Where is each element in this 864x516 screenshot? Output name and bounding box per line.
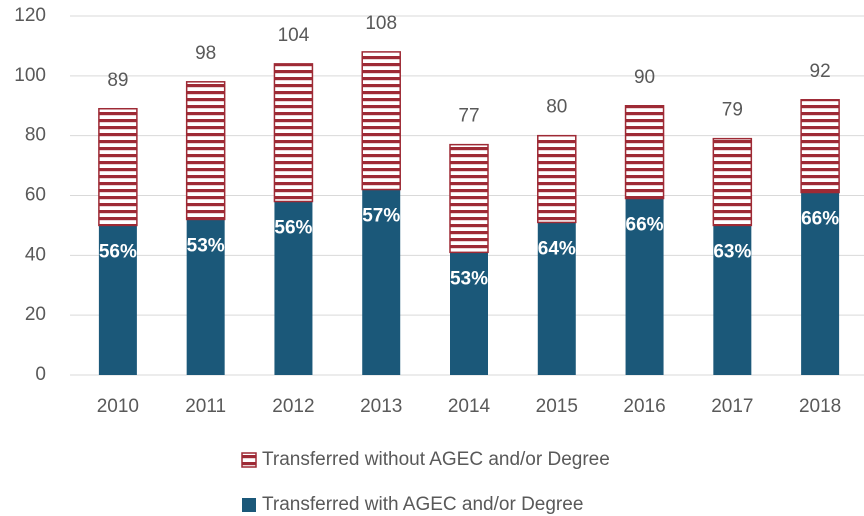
y-tick-label: 80 [25, 125, 46, 146]
x-tick-label: 2015 [536, 396, 578, 417]
bar-segment [449, 143, 489, 254]
share-label: 57% [362, 206, 400, 227]
total-label: 80 [546, 97, 567, 118]
y-tick-label: 40 [25, 244, 46, 265]
bar-segment [800, 99, 840, 194]
total-label: 79 [722, 100, 743, 121]
x-tick-label: 2014 [448, 396, 491, 417]
bar-segment [537, 134, 577, 224]
share-label: 66% [626, 215, 664, 236]
bar-segment [801, 192, 840, 375]
x-tick-label: 2016 [623, 396, 665, 417]
share-label: 63% [713, 241, 751, 262]
bar-segment [185, 81, 226, 221]
bar-segment [274, 201, 313, 375]
bar-segment [361, 51, 401, 191]
bar-segment [98, 225, 137, 375]
x-tick-label: 2013 [360, 396, 402, 417]
bar-segment [273, 63, 314, 203]
bar-segment [625, 198, 664, 375]
bar-segment [713, 225, 752, 375]
bar-segment [186, 219, 225, 375]
legend-label: Transferred without AGEC and/or Degree [262, 449, 610, 470]
legend-label: Transferred with AGEC and/or Degree [262, 494, 583, 515]
bar-segment [624, 105, 665, 200]
share-label: 53% [450, 268, 488, 289]
share-label: 66% [801, 209, 839, 230]
bar-segment [450, 252, 488, 375]
x-tick-label: 2017 [711, 396, 753, 417]
y-tick-label: 100 [14, 65, 46, 86]
x-tick-label: 2012 [272, 396, 314, 417]
share-label: 64% [538, 238, 576, 259]
x-tick-label: 2011 [185, 396, 226, 417]
share-label: 53% [187, 235, 225, 256]
total-label: 89 [107, 70, 128, 91]
y-tick-label: 120 [14, 5, 46, 26]
bar-segment [98, 107, 138, 227]
x-tick-label: 2010 [97, 396, 139, 417]
bar-segment [537, 222, 576, 375]
bar-segment [362, 189, 401, 375]
share-label: 56% [274, 217, 312, 238]
total-label: 108 [365, 13, 397, 34]
share-label: 56% [99, 241, 137, 262]
total-label: 104 [278, 25, 310, 46]
x-tick-label: 2018 [799, 396, 841, 417]
total-label: 77 [458, 106, 479, 127]
total-label: 90 [634, 67, 655, 88]
y-tick-label: 0 [35, 364, 46, 385]
bar-segment [712, 137, 753, 227]
total-label: 92 [810, 61, 831, 82]
y-tick-label: 20 [25, 304, 46, 325]
legend-swatch [242, 498, 256, 512]
legend-swatch [241, 452, 257, 468]
y-tick-label: 60 [25, 185, 46, 206]
total-label: 98 [195, 43, 216, 64]
